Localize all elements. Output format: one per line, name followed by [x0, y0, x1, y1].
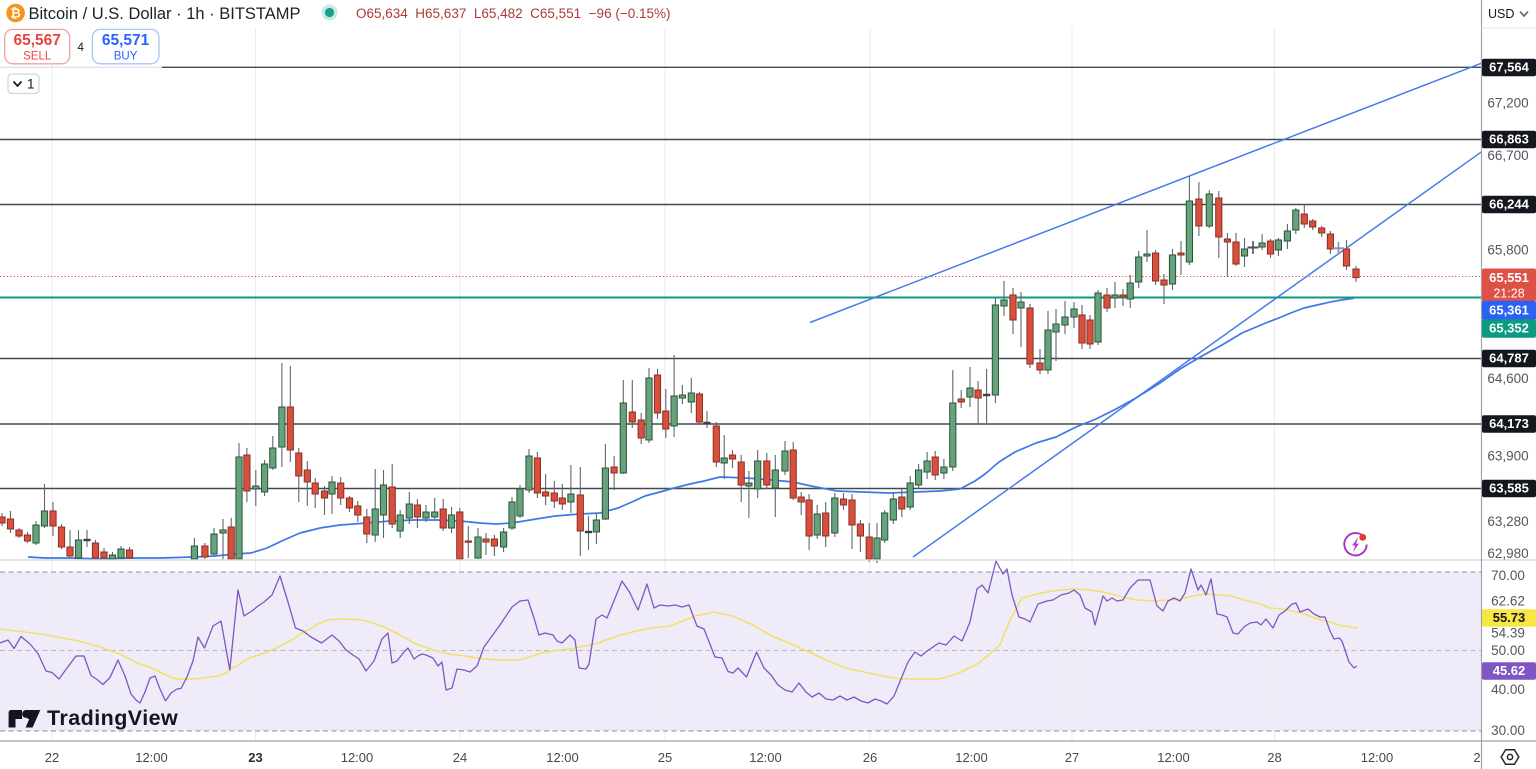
- svg-text:67,200: 67,200: [1487, 96, 1528, 111]
- svg-text:66,863: 66,863: [1489, 132, 1529, 147]
- svg-text:30.00: 30.00: [1491, 723, 1525, 738]
- svg-text:₿: ₿: [10, 6, 21, 21]
- svg-text:64,173: 64,173: [1489, 416, 1529, 431]
- svg-text:SELL: SELL: [23, 51, 52, 63]
- svg-text:2: 2: [1473, 750, 1480, 765]
- svg-text:26: 26: [863, 750, 877, 765]
- svg-text:63,585: 63,585: [1489, 481, 1529, 496]
- svg-text:45.62: 45.62: [1493, 663, 1526, 678]
- svg-text:65,352: 65,352: [1489, 321, 1529, 336]
- svg-text:65,567: 65,567: [13, 32, 60, 49]
- svg-text:TradingView: TradingView: [47, 706, 178, 730]
- svg-text:24: 24: [453, 750, 467, 765]
- svg-text:12:00: 12:00: [955, 750, 988, 765]
- svg-text:22: 22: [45, 750, 59, 765]
- svg-text:64,600: 64,600: [1487, 371, 1528, 386]
- svg-text:4: 4: [77, 42, 84, 54]
- svg-text:67,564: 67,564: [1489, 60, 1530, 75]
- svg-text:12:00: 12:00: [1361, 750, 1394, 765]
- svg-text:66,244: 66,244: [1489, 197, 1530, 212]
- svg-text:25: 25: [658, 750, 672, 765]
- svg-text:65,551: 65,551: [1489, 270, 1529, 285]
- svg-text:12:00: 12:00: [135, 750, 168, 765]
- svg-text:1: 1: [27, 77, 35, 92]
- svg-text:40.00: 40.00: [1491, 682, 1525, 697]
- svg-text:65,361: 65,361: [1489, 303, 1529, 318]
- svg-text:12:00: 12:00: [1157, 750, 1190, 765]
- svg-text:O65,634 H65,637 L65,482 C65: O65,634 H65,637 L65,482 C65,551 −96 (−0.…: [356, 6, 670, 21]
- svg-text:63,280: 63,280: [1487, 514, 1528, 529]
- svg-text:27: 27: [1065, 750, 1079, 765]
- svg-text:21:28: 21:28: [1493, 287, 1524, 301]
- svg-text:28: 28: [1267, 750, 1281, 765]
- svg-text:64,787: 64,787: [1489, 351, 1529, 366]
- svg-text:12:00: 12:00: [749, 750, 782, 765]
- svg-text:65,800: 65,800: [1487, 243, 1528, 258]
- svg-text:55.73: 55.73: [1493, 610, 1526, 625]
- svg-text:70.00: 70.00: [1491, 568, 1525, 583]
- svg-text:66,700: 66,700: [1487, 148, 1528, 163]
- svg-text:BUY: BUY: [114, 51, 138, 63]
- svg-text:50.00: 50.00: [1491, 643, 1525, 658]
- svg-text:54.39: 54.39: [1491, 626, 1525, 641]
- svg-text:12:00: 12:00: [546, 750, 579, 765]
- svg-text:62.62: 62.62: [1491, 594, 1525, 609]
- svg-text:65,571: 65,571: [102, 32, 150, 49]
- svg-text:62,980: 62,980: [1487, 546, 1528, 561]
- svg-text:Bitcoin / U.S. Dollar · 1h · B: Bitcoin / U.S. Dollar · 1h · BITSTAMP: [29, 5, 301, 23]
- svg-text:23: 23: [248, 750, 262, 765]
- svg-text:63,900: 63,900: [1487, 449, 1528, 464]
- svg-text:USD: USD: [1488, 7, 1514, 21]
- svg-text:12:00: 12:00: [341, 750, 374, 765]
